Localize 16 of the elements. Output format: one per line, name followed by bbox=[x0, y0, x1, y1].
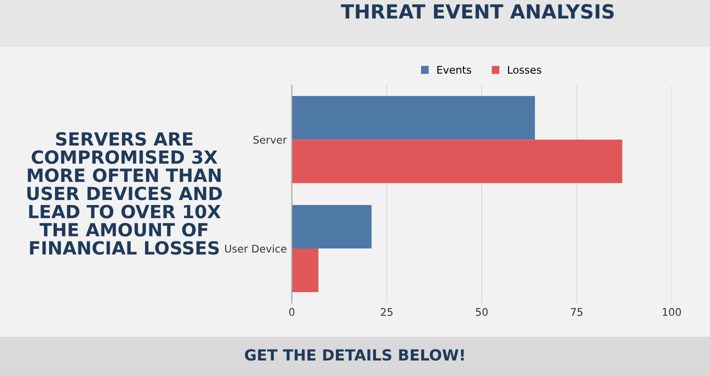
x-tick-label: 75 bbox=[570, 308, 582, 316]
text: SERVERS ARE COMPROMISED 3X MORE OFTEN THAN USER DEVICES AND LEAD TO OVER 10X THE AMOUNT OF FINANCIAL LOSSES bbox=[27, 132, 222, 255]
bar bbox=[292, 248, 318, 292]
x-tick-label: 0 bbox=[289, 308, 294, 316]
chart-title: THREAT EVENT ANALYSIS bbox=[340, 4, 614, 19]
legend-label: Events bbox=[437, 66, 472, 74]
bar bbox=[292, 96, 535, 140]
text: GET THE DETAILS BELOW! bbox=[244, 349, 464, 361]
x-tick-label: 25 bbox=[380, 308, 392, 316]
bar bbox=[292, 140, 622, 184]
y-tick-label: Server bbox=[253, 136, 287, 144]
bar bbox=[292, 204, 372, 249]
legend-label: Losses bbox=[508, 66, 542, 74]
y-tick-label: User Device bbox=[225, 244, 286, 253]
x-tick-label: 50 bbox=[476, 308, 488, 316]
x-tick-label: 100 bbox=[662, 308, 681, 316]
